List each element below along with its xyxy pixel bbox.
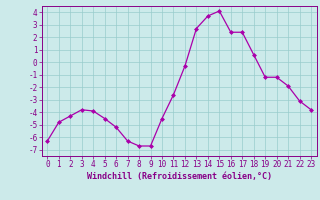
X-axis label: Windchill (Refroidissement éolien,°C): Windchill (Refroidissement éolien,°C) (87, 172, 272, 181)
